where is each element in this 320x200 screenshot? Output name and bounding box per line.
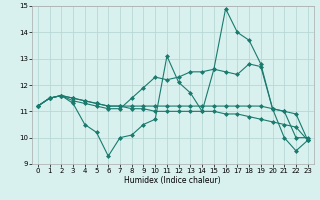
X-axis label: Humidex (Indice chaleur): Humidex (Indice chaleur) <box>124 176 221 185</box>
